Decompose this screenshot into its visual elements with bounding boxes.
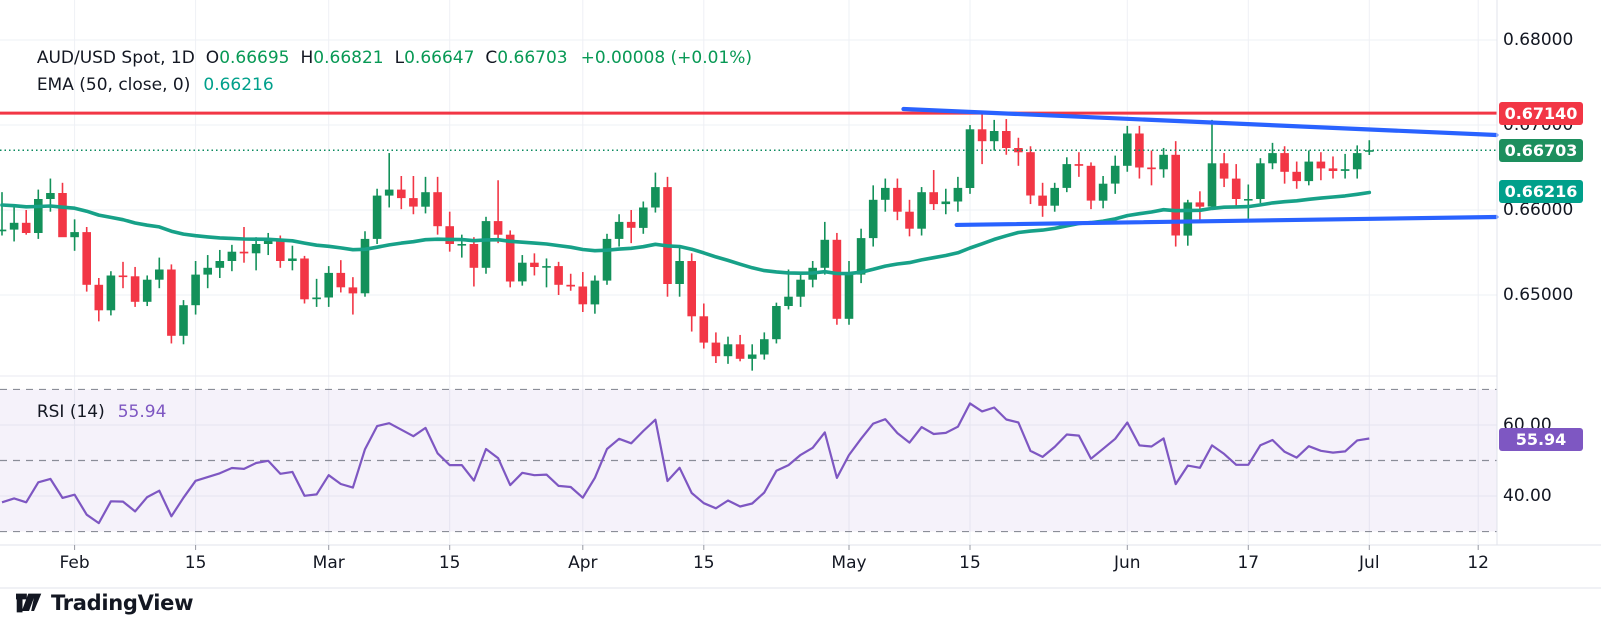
time-axis-label: 15 (692, 553, 715, 573)
high-value: 0.66821 (313, 48, 384, 68)
time-axis-label: 17 (1237, 553, 1260, 573)
time-axis-label: 12 (1467, 553, 1490, 573)
rsi-indicator-label: RSI (14) (36, 402, 105, 422)
rsi-line[interactable] (1, 402, 1370, 525)
time-axis-label: May (831, 553, 867, 573)
price-axis-label: 0.68000 (1503, 30, 1574, 50)
ema-legend-row[interactable]: EMA (50, close, 0) 0.66216 (26, 54, 274, 96)
time-axis-label: 15 (959, 553, 981, 573)
change-value: +0.00008 (+0.01%) (580, 48, 753, 68)
symbol-title: AUD/USD Spot, 1D (36, 48, 195, 68)
rsi-legend-row[interactable]: RSI (14) 55.94 (26, 381, 167, 423)
low-value: 0.66647 (404, 48, 475, 68)
symbol-legend-row[interactable]: AUD/USD Spot, 1D O0.66695 H0.66821 L0.66647… (26, 27, 752, 69)
ema-line[interactable] (0, 190, 1372, 276)
open-value: 0.66695 (219, 48, 290, 68)
rsi-axis-label: 40.00 (1503, 486, 1552, 507)
candles-series[interactable] (0, 113, 1374, 371)
ema-indicator-value: 0.66216 (203, 75, 274, 95)
rsi-indicator-value: 55.94 (117, 402, 167, 422)
time-axis-label: 15 (184, 553, 207, 573)
open-prefix: O (205, 48, 220, 68)
time-axis-label: Apr (568, 553, 598, 573)
close-value: 0.66703 (497, 48, 568, 68)
close-prefix: C (485, 48, 498, 68)
trendline-upper-converging[interactable] (901, 106, 1499, 138)
price-axis-label: 0.66000 (1503, 200, 1574, 220)
high-prefix: H (300, 48, 314, 68)
ema-price-badge: 0.66216 (1499, 180, 1583, 204)
time-axis-label: Feb (59, 553, 90, 573)
tradingview-logo-text: TradingView (51, 591, 194, 615)
low-prefix: L (394, 48, 405, 68)
price-axis-label: 0.65000 (1503, 285, 1574, 305)
time-axis-label: 15 (438, 553, 461, 573)
tradingview-logo-icon (16, 593, 42, 613)
price-axis[interactable] (1497, 0, 1601, 545)
rsi-band (0, 388, 1497, 533)
ema-indicator-label: EMA (50, close, 0) (36, 75, 191, 95)
time-axis-label: Mar (312, 553, 345, 573)
pane-borders (0, 0, 1601, 589)
resistance-price-badge: 0.67140 (1499, 101, 1583, 125)
time-axis-label: Jun (1114, 553, 1141, 573)
time-axis-label: Jul (1359, 553, 1380, 573)
rsi-value-badge: 55.94 (1499, 427, 1583, 451)
tradingview-logo[interactable]: TradingView (16, 591, 193, 615)
last-price-badge: 0.66703 (1499, 138, 1583, 162)
trendline-lower-converging[interactable] (954, 214, 1499, 228)
